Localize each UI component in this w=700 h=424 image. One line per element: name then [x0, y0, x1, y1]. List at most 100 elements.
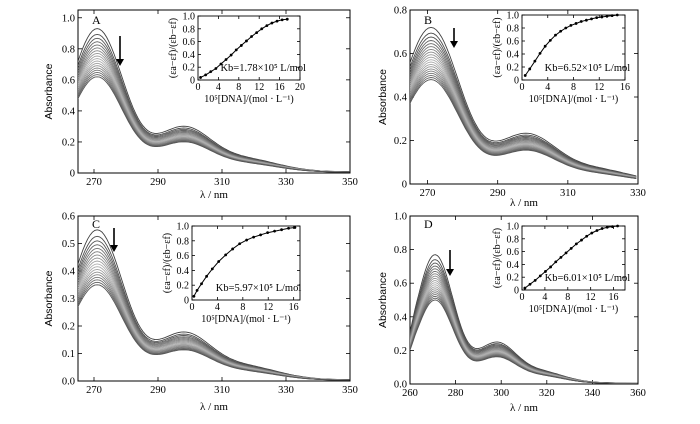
x-tick-label: 330 — [630, 188, 646, 199]
y-tick-label: 0.2 — [507, 273, 520, 284]
inset-x-title: 10⁵[DNA]/(mol · L⁻¹) — [529, 94, 619, 105]
inset-point — [585, 234, 589, 238]
y-tick-label: 0.2 — [183, 63, 196, 74]
inset-point — [574, 22, 578, 25]
y-tick-label: 1.0 — [177, 222, 190, 233]
y-tick-label: 0.4 — [62, 267, 76, 278]
x-tick-label: 270 — [420, 188, 436, 199]
x-tick-label: 16 — [609, 292, 619, 303]
inset-x-title: 10⁵[DNA]/(mol · L⁻¹) — [201, 314, 291, 325]
x-tick-label: 8 — [565, 292, 570, 303]
inset-point — [273, 229, 276, 233]
x-tick-label: 0 — [520, 292, 525, 303]
inset-point — [544, 270, 547, 273]
x-tick-label: 330 — [278, 385, 294, 396]
y-tick-label: 0 — [184, 296, 189, 307]
y-tick-label: 0.4 — [183, 50, 196, 61]
inset-point — [564, 251, 568, 255]
x-tick-label: 320 — [539, 388, 555, 399]
panel-letter: C — [92, 217, 100, 231]
spectrum-curve — [78, 284, 350, 381]
spectrum-curve — [410, 79, 637, 180]
y-tick-label: 1.0 — [62, 13, 75, 24]
inset-point — [209, 70, 213, 74]
inset-point — [600, 227, 604, 230]
inset-point — [293, 226, 297, 229]
x-tick-label: 4 — [542, 292, 547, 303]
y-tick-label: 0.8 — [183, 24, 196, 35]
x-tick-label: 300 — [493, 388, 509, 399]
x-tick-label: 270 — [86, 385, 102, 396]
spectra-group — [410, 26, 637, 180]
arrow-down-head — [116, 59, 124, 66]
y-tick-label: 1.0 — [507, 11, 520, 22]
inset-point — [224, 58, 228, 61]
inset-point — [204, 73, 208, 77]
inset-point — [595, 229, 599, 232]
x-tick-label: 290 — [150, 177, 166, 188]
y-tick-label: 0.4 — [394, 312, 408, 323]
x-tick-label: 350 — [342, 177, 358, 188]
inset-point — [554, 260, 558, 264]
y-tick-label: 0.2 — [394, 346, 407, 357]
x-tick-label: 8 — [236, 82, 241, 93]
inset-point — [528, 67, 532, 71]
x-tick-label: 350 — [342, 385, 358, 396]
x-tick-label: 0 — [196, 82, 201, 93]
arrow-down-head — [110, 245, 118, 252]
inset-point — [595, 16, 599, 19]
x-tick-label: 360 — [630, 388, 646, 399]
y-tick-label: 0.2 — [62, 137, 75, 148]
y-tick-label: 0.8 — [507, 234, 520, 245]
x-tick-label: 0 — [520, 82, 525, 93]
x-tick-label: 4 — [545, 82, 550, 93]
y-tick-label: 0.2 — [177, 281, 190, 292]
x-tick-label: 4 — [215, 302, 220, 313]
inset-point — [574, 242, 578, 246]
inset-point — [538, 274, 542, 278]
y-tick-label: 0.6 — [394, 49, 407, 60]
inset-point — [214, 67, 218, 70]
binding-constant-label: Kb=6.52×10⁵ L/mol — [545, 63, 631, 74]
y-tick-label: 0.8 — [394, 245, 407, 256]
y-tick-label: 0.8 — [62, 44, 75, 55]
inset-point — [523, 74, 527, 77]
inset-point — [605, 225, 609, 229]
inset-point — [238, 242, 242, 246]
binding-constant-label: Kb=1.78×10⁵ L/mol — [220, 63, 306, 74]
spectra-group — [410, 254, 638, 384]
inset-point — [234, 48, 238, 52]
inset-point — [559, 255, 563, 259]
y-tick-label: 0.6 — [183, 37, 196, 48]
inset-point — [287, 226, 290, 230]
inset-y-title: (εa−εf)/(εb−εf) — [168, 18, 179, 78]
panel-letter: A — [92, 13, 101, 27]
inset-point — [195, 288, 199, 292]
inset-point — [285, 17, 289, 21]
y-tick-label: 0.2 — [394, 136, 407, 147]
y-tick-label: 0.8 — [177, 236, 190, 247]
y-tick-label: 1.0 — [394, 212, 407, 223]
inset-y-title: (εa−εf)/(εb−εf) — [162, 233, 173, 293]
x-axis-title: λ / nm — [200, 401, 228, 413]
inset-point — [579, 20, 583, 23]
x-tick-label: 8 — [571, 82, 576, 93]
inset-point — [252, 235, 256, 239]
y-tick-label: 1.0 — [183, 12, 196, 23]
inset-point — [259, 233, 263, 237]
inset-point — [199, 76, 202, 79]
inset-point — [610, 14, 614, 18]
inset-frame — [521, 14, 626, 81]
inset-point — [533, 279, 537, 282]
inset-point — [616, 224, 619, 228]
inset-point — [200, 282, 203, 286]
inset-point — [239, 44, 243, 47]
inset-point — [564, 26, 568, 30]
x-tick-label: 280 — [448, 388, 464, 399]
y-tick-label: 1.0 — [507, 222, 520, 233]
x-tick-label: 4 — [216, 82, 221, 93]
y-tick-label: 0.2 — [62, 322, 75, 333]
inset-point — [255, 31, 259, 35]
